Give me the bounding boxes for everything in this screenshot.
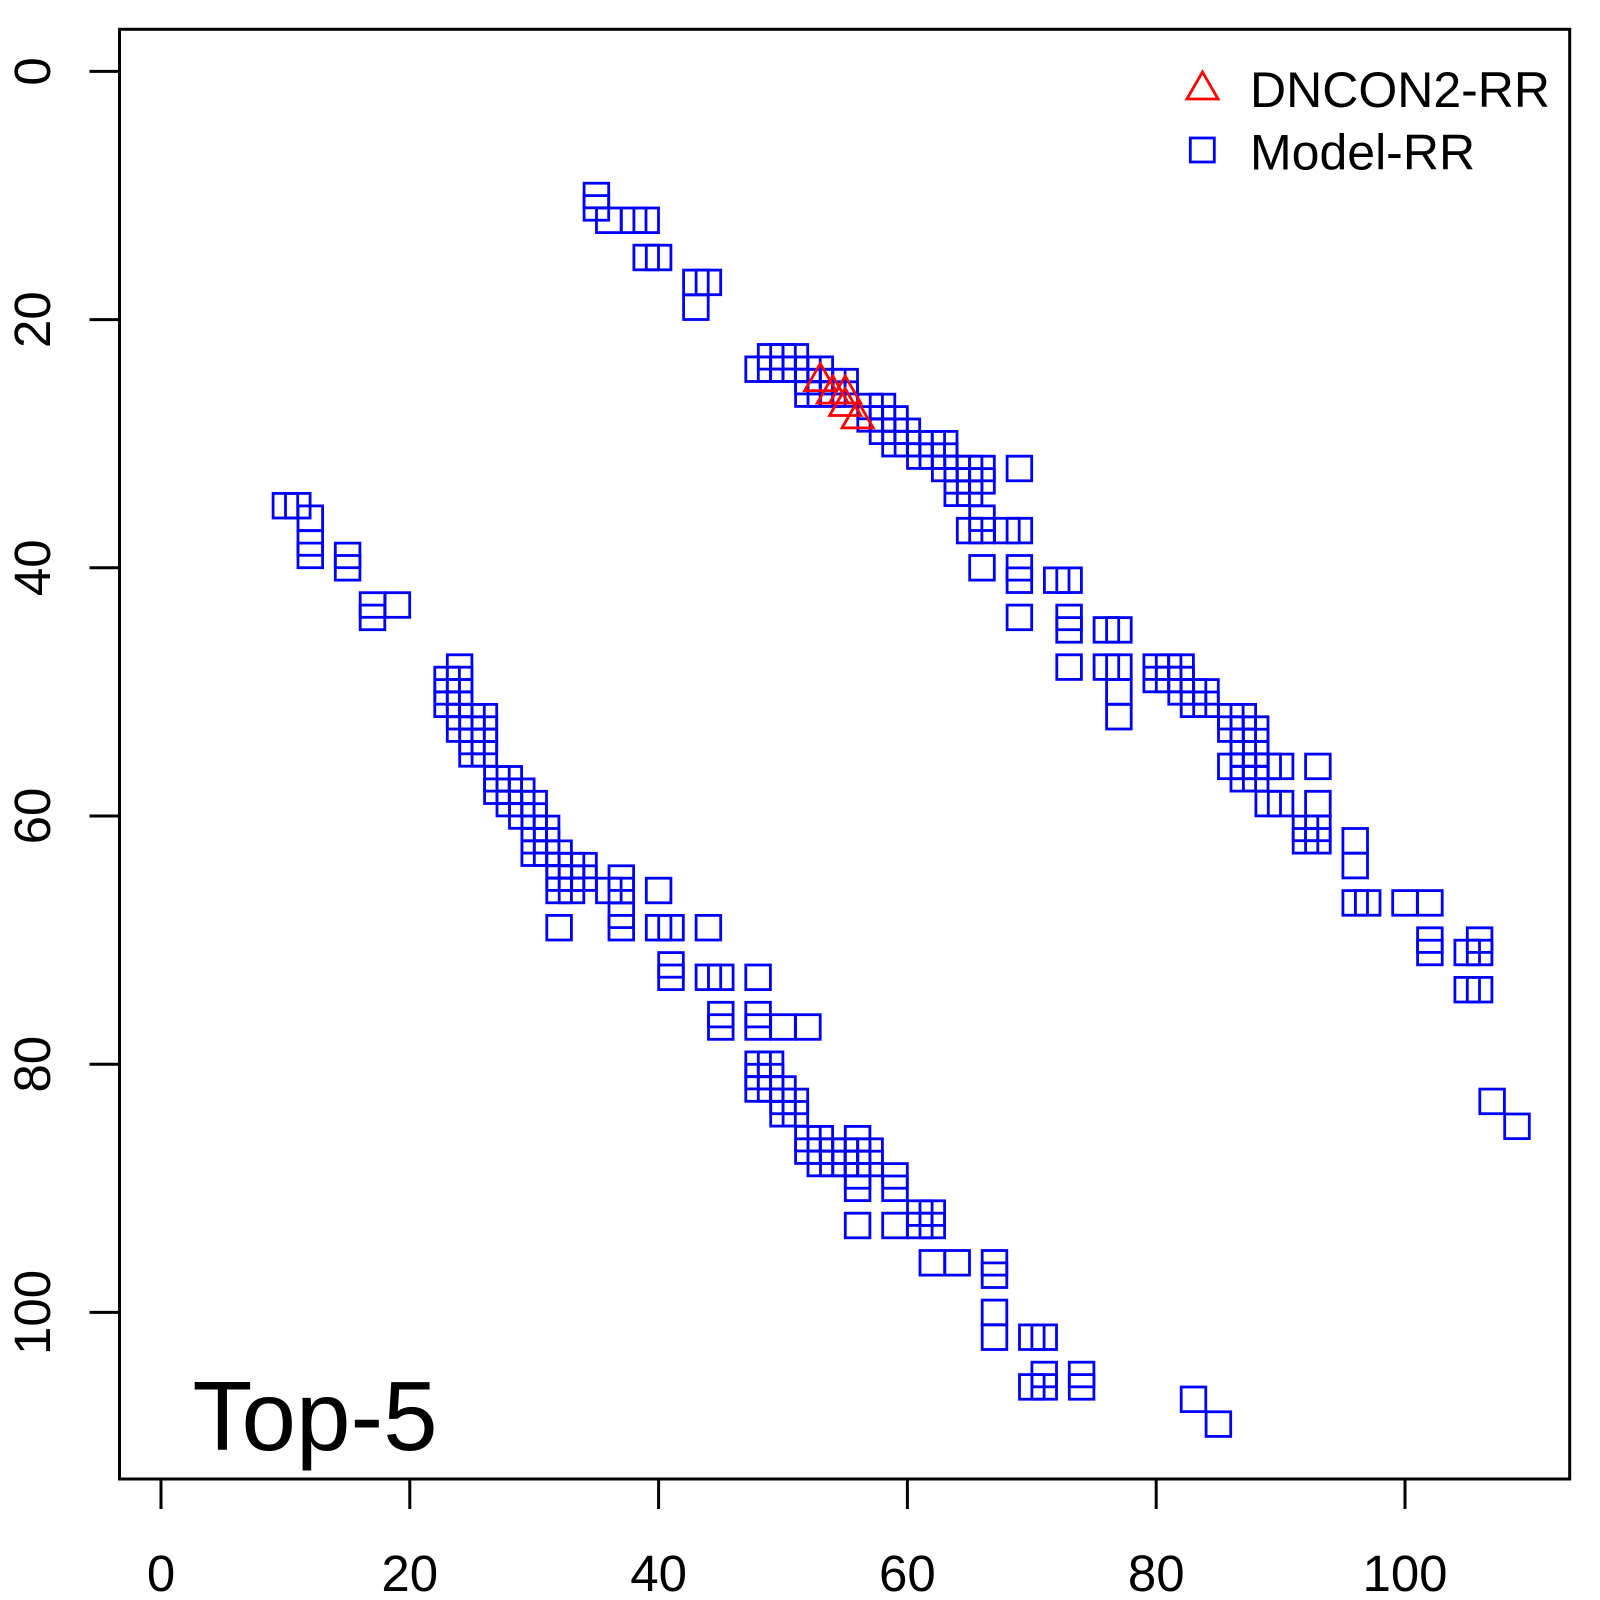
- svg-text:0: 0: [4, 57, 61, 85]
- svg-text:80: 80: [4, 1036, 61, 1093]
- svg-text:40: 40: [4, 539, 61, 596]
- svg-text:20: 20: [381, 1545, 438, 1600]
- svg-text:100: 100: [1362, 1545, 1447, 1600]
- svg-text:40: 40: [630, 1545, 687, 1600]
- svg-text:80: 80: [1128, 1545, 1185, 1600]
- svg-text:Model-RR: Model-RR: [1250, 125, 1475, 181]
- svg-text:60: 60: [4, 788, 61, 845]
- svg-text:0: 0: [147, 1545, 175, 1600]
- svg-text:Top-5: Top-5: [193, 1361, 438, 1471]
- svg-text:20: 20: [4, 291, 61, 348]
- svg-text:DNCON2-RR: DNCON2-RR: [1250, 62, 1550, 118]
- svg-text:60: 60: [879, 1545, 936, 1600]
- svg-text:100: 100: [4, 1270, 61, 1355]
